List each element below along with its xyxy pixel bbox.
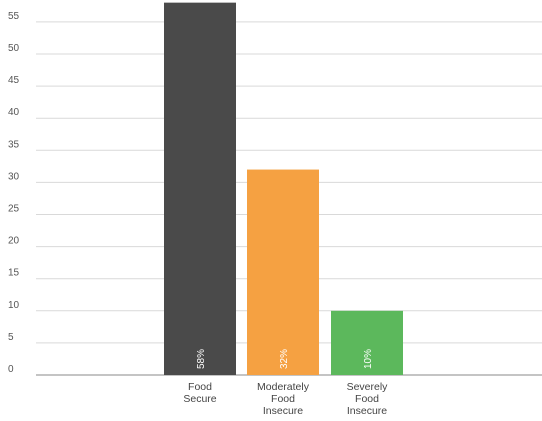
data-label: 58% <box>196 349 207 369</box>
y-tick-label: 35 <box>8 139 20 150</box>
bars <box>164 2 403 375</box>
y-tick-label: 25 <box>8 204 20 215</box>
bar <box>164 2 236 375</box>
category-label: Severely <box>347 381 389 393</box>
y-tick-label: 40 <box>8 107 20 118</box>
y-tick-label: 5 <box>8 332 14 343</box>
category-label: Moderately <box>257 381 310 393</box>
bar <box>331 310 403 375</box>
category-label: Food <box>188 381 212 393</box>
y-tick-label: 45 <box>8 75 20 86</box>
y-tick-label: 30 <box>8 171 20 182</box>
data-label: 32% <box>279 349 290 369</box>
category-label: Food <box>271 393 295 405</box>
category-label: Insecure <box>263 405 303 417</box>
category-label: Secure <box>183 393 216 405</box>
x-axis-categories: FoodSecureModeratelyFoodInsecureSeverely… <box>183 381 388 417</box>
y-axis-ticks: 0 5 10 15 20 25 30 35 40 45 50 55 <box>8 11 20 375</box>
y-tick-label: 15 <box>8 268 20 279</box>
y-tick-label: 55 <box>8 11 20 22</box>
bar <box>247 169 319 375</box>
data-labels: 58% 32% 10% <box>196 349 374 369</box>
y-tick-label: 10 <box>8 300 20 311</box>
y-tick-label: 20 <box>8 236 20 247</box>
y-tick-label: 0 <box>8 364 14 375</box>
y-tick-label: 50 <box>8 43 20 54</box>
category-label: Insecure <box>347 405 387 417</box>
category-label: Food <box>355 393 379 405</box>
data-label: 10% <box>363 349 374 369</box>
